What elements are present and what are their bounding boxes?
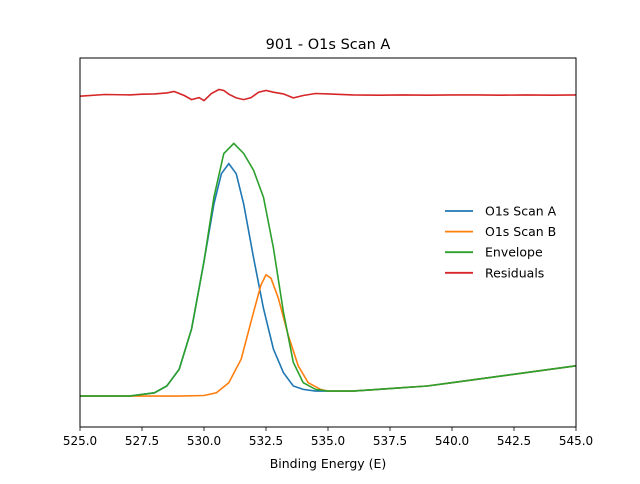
legend-label-1: O1s Scan B <box>485 224 556 239</box>
legend-label-2: Envelope <box>485 245 543 260</box>
x-axis-label: Binding Energy (E) <box>270 456 387 471</box>
series-layer <box>79 88 577 397</box>
series-line-2 <box>80 142 577 397</box>
x-tick-label: 527.5 <box>125 434 159 448</box>
x-tick-label: 537.5 <box>373 434 407 448</box>
chart-title: 901 - O1s Scan A <box>266 37 391 53</box>
legend-label-0: O1s Scan A <box>485 204 557 219</box>
legend-label-3: Residuals <box>485 265 544 280</box>
plot-frame <box>79 57 577 428</box>
x-tick-label: 535.0 <box>311 434 345 448</box>
series-line-1 <box>80 273 577 397</box>
x-tick-label: 530.0 <box>187 434 221 448</box>
x-tick-label: 532.5 <box>249 434 283 448</box>
x-axis-ticks: 525.0 527.5 530.0 532.5 535.0 537.5 540.0 542.5… <box>63 427 593 448</box>
series-line-3 <box>79 88 577 102</box>
x-tick-label: 545.0 <box>559 434 593 448</box>
x-tick-label: 540.0 <box>435 434 469 448</box>
x-tick-label: 542.5 <box>497 434 531 448</box>
legend: O1s Scan A O1s Scan B Envelope Residuals <box>445 204 557 280</box>
x-tick-label: 525.0 <box>63 434 97 448</box>
